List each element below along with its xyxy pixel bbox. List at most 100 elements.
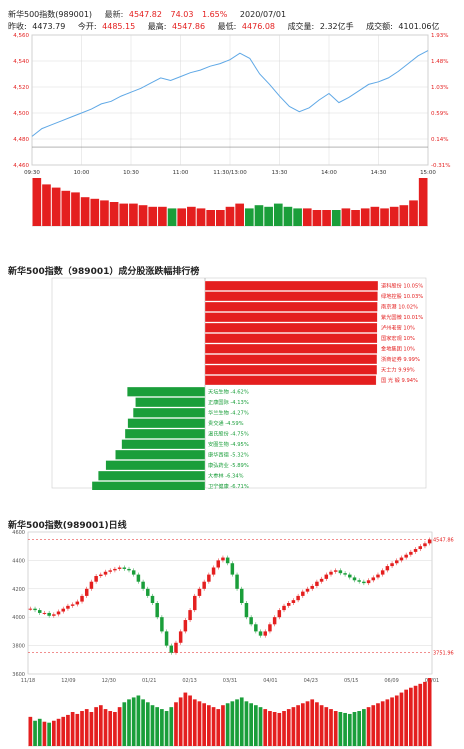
daily-volume-bar <box>376 703 380 746</box>
candle-body <box>197 588 202 596</box>
candle-body <box>371 577 376 581</box>
ranking-title: 新华500指数（989001）成分股涨跌幅排行榜 <box>8 267 200 277</box>
daily-volume-bar <box>305 701 310 746</box>
candle-body <box>113 568 117 571</box>
daily-date-tick: 05/15 <box>344 678 358 684</box>
daily-volume-bar <box>216 709 221 746</box>
daily-volume-bar <box>192 699 197 746</box>
volume-bar <box>370 206 380 226</box>
volume-bar <box>148 206 158 226</box>
gainer-bar <box>204 312 378 323</box>
candle-body <box>207 574 211 582</box>
time-tick-label: 10:30 <box>123 170 139 176</box>
daily-volume-bar <box>291 707 296 746</box>
candle-body <box>333 570 338 572</box>
loser-bar <box>124 428 206 439</box>
candle-body <box>56 611 61 615</box>
volume-bar <box>312 210 322 226</box>
gainer-label: 金地集团 10% <box>381 345 415 353</box>
daily-volume-bar <box>418 683 423 746</box>
candle-body <box>174 642 178 653</box>
candle-body <box>188 610 192 621</box>
volume-bar <box>138 205 148 226</box>
daily-volume-bar <box>136 695 141 746</box>
candle-body <box>122 567 127 569</box>
time-tick-label: 10:00 <box>74 170 90 176</box>
volume-bar <box>119 203 129 226</box>
price-tick-label: 4,500 <box>13 111 29 117</box>
pct-tick-label: 0.14% <box>431 137 448 143</box>
index-header-line1: 新华500指数(989001) 最新: 4547.82 74.03 1.65% … <box>8 9 296 20</box>
candle-body <box>263 631 267 636</box>
daily-volume-bar <box>362 709 366 746</box>
daily-date-tick: 04/01 <box>263 678 277 684</box>
candle-body <box>254 624 258 632</box>
daily-volume-bar <box>272 712 277 746</box>
daily-volume-bar <box>178 697 183 746</box>
pct-tick-label: 1.93% <box>431 33 448 39</box>
daily-volume-bar <box>230 701 235 746</box>
candle-body <box>202 581 206 589</box>
daily-price-tick: 4000 <box>12 615 25 621</box>
gainer-bar <box>204 280 379 291</box>
candle-body <box>338 570 343 574</box>
candle-body <box>52 614 56 616</box>
high-value: 4547.86 <box>172 22 206 31</box>
daily-date-tick: 12/30 <box>102 678 116 684</box>
daily-volume-bar <box>108 711 113 746</box>
daily-volume-bar <box>352 712 357 746</box>
gainer-label: 国 光 锻 9.94% <box>381 376 418 384</box>
prev-close-label: 昨收: <box>8 22 27 31</box>
volume-bar <box>244 208 254 226</box>
daily-volume-bar <box>169 707 174 746</box>
daily-date-tick: 11/18 <box>21 678 35 684</box>
candle-body <box>352 577 357 581</box>
candle-body <box>193 595 197 611</box>
gainer-bar <box>204 333 378 344</box>
candle-body <box>127 568 131 571</box>
volume-bar <box>322 210 331 226</box>
time-tick-label: 14:00 <box>321 170 337 176</box>
daily-volume-bar <box>33 720 37 746</box>
loser-label: 华兰生物 -4.27% <box>208 409 249 417</box>
candle-body <box>216 560 221 568</box>
candle-body <box>47 612 51 616</box>
candle-body <box>395 560 399 564</box>
candle-body <box>37 610 42 613</box>
max-label: 4547.86 <box>433 538 454 544</box>
candle-body <box>150 595 155 603</box>
daily-volume-bar <box>427 678 432 746</box>
price-tick-label: 4,480 <box>13 137 29 143</box>
ranking-frame <box>51 277 427 489</box>
candle-body <box>221 557 225 561</box>
low-label: 最低: <box>217 22 237 31</box>
min-label: 3751.96 <box>433 651 454 657</box>
candle-body <box>160 617 164 632</box>
index-name: 新华500指数(989001) <box>8 10 93 19</box>
daily-volume-bar <box>117 707 122 746</box>
candle-body <box>99 574 103 577</box>
candle-body <box>399 557 404 561</box>
daily-volume-bar <box>296 705 300 746</box>
loser-label: 安图生物 -4.95% <box>208 440 249 448</box>
candle-body <box>329 571 333 575</box>
candle-body <box>131 570 136 575</box>
daily-volume-bar <box>188 695 192 746</box>
loser-bar <box>98 470 206 481</box>
gainer-bar <box>204 354 378 365</box>
daily-volume-bar <box>286 709 291 746</box>
daily-price-tick: 4600 <box>12 530 25 536</box>
candle-body <box>319 578 324 582</box>
volume-bar <box>196 208 206 226</box>
candle-body <box>315 581 319 586</box>
daily-volume-bar <box>409 687 413 746</box>
daily-price-tick: 3800 <box>12 644 25 650</box>
candle-body <box>89 581 94 589</box>
daily-volume-bar <box>371 705 376 746</box>
candle-body <box>427 539 432 544</box>
daily-volume-bar <box>202 703 207 746</box>
daily-volume-bar <box>399 692 404 746</box>
daily-date-tick: 12/09 <box>61 678 75 684</box>
volume-bar <box>273 203 283 226</box>
